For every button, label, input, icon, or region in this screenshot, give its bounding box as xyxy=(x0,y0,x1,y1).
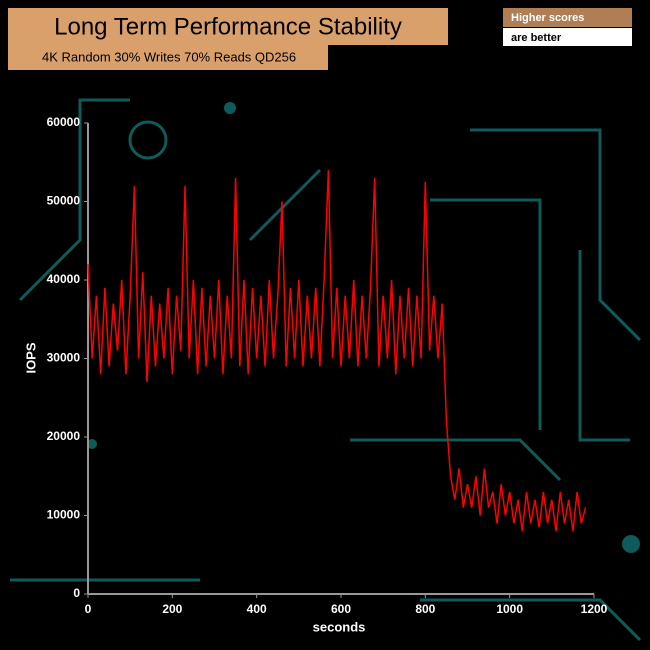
annotation: Higher scores xyxy=(511,12,584,24)
data-line xyxy=(87,170,587,532)
x-tick-label: 800 xyxy=(415,602,435,616)
chart-title: Long Term Performance Stability xyxy=(54,13,402,40)
annotation: are better xyxy=(511,32,562,44)
x-tick-label: 0 xyxy=(85,602,92,616)
annotation-box xyxy=(503,8,632,27)
x-tick-label: 200 xyxy=(162,602,182,616)
y-tick-label: 30000 xyxy=(47,351,81,365)
x-tick-label: 600 xyxy=(331,602,351,616)
y-tick-label: 0 xyxy=(73,586,80,600)
x-axis-label: seconds xyxy=(313,619,366,634)
x-tick-label: 1000 xyxy=(496,602,523,616)
x-tick-label: 400 xyxy=(247,602,267,616)
subtitle-box xyxy=(8,45,328,70)
y-tick-label: 60000 xyxy=(47,115,81,129)
y-axis-label: IOPS xyxy=(23,342,38,373)
y-tick-label: 10000 xyxy=(47,508,81,522)
y-tick-label: 40000 xyxy=(47,272,81,286)
background-circuit xyxy=(10,98,642,642)
title-box xyxy=(8,8,448,45)
x-tick-label: 1200 xyxy=(581,602,608,616)
y-tick-label: 50000 xyxy=(47,194,81,208)
chart-subtitle: 4K Random 30% Writes 70% Reads QD256 xyxy=(42,49,296,64)
y-tick-label: 20000 xyxy=(47,429,81,443)
annotation-box xyxy=(503,28,632,46)
